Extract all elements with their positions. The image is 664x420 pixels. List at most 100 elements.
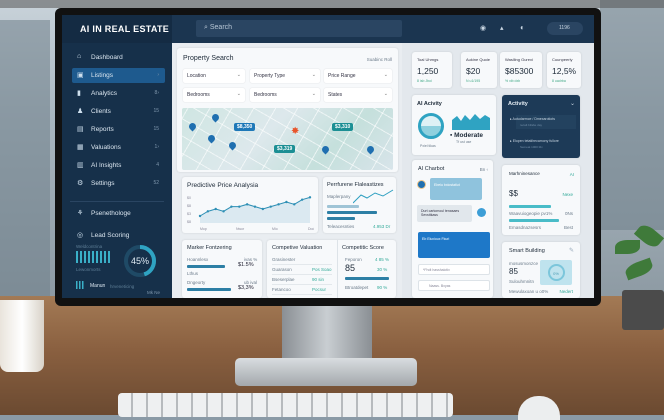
filter-dropdown[interactable]: Property Type ⌄ [250, 69, 320, 83]
sidebar-item-settings[interactable]: ⚙ Settings 52 [72, 176, 165, 191]
performance-card: Perrfurene Flaleastizes Maplerpany Telea… [323, 177, 396, 233]
notification-icon[interactable]: ◉ [480, 25, 487, 32]
sidebar-item-lead-scoring[interactable]: ◎ Lead Scoring [72, 228, 165, 243]
footer-meta: Mk Ne [147, 290, 161, 295]
user-badge[interactable]: 1196 [547, 22, 583, 35]
valuation-row-value: Pos Soao [312, 267, 332, 272]
row-label: Hoannlesx [187, 257, 209, 262]
y-tick-label: $3 [187, 212, 191, 216]
edit-icon[interactable]: ✎ [568, 248, 574, 254]
activity-item[interactable]: ▸ Autudarmce / Dmexarotiots [510, 117, 555, 121]
stat-label: Aukine Quoie [466, 57, 491, 62]
insurance-value: $$ [509, 189, 518, 198]
filter-dropdown[interactable]: States ⌄ [324, 88, 392, 102]
nav-label: Settings [91, 180, 115, 187]
price-point [198, 214, 202, 218]
valuation-row-label: Guarason [272, 267, 292, 272]
price-point [214, 207, 217, 211]
dashboard-screen: AI IN REAL ESTATE ⌂ Dashboard ▣ Listings › ▮ A… [62, 15, 594, 298]
activity-item-text: Autudarmce / Dmexarotiots [512, 117, 555, 121]
building-value: 85 [509, 267, 518, 276]
filter-dropdown[interactable]: Bedrooms ⌄ [183, 88, 245, 102]
stat-sub: % xib dxb [505, 79, 521, 83]
search-icon: ⌕ [204, 24, 210, 31]
chevron-down-icon: ⌄ [311, 91, 316, 97]
bell-icon[interactable]: ▴ [500, 25, 504, 32]
sort-dropdown[interactable]: Suabinc Roll [366, 57, 392, 62]
sidebar-item-psychology[interactable]: ⚘ Psenethologe [72, 206, 165, 221]
filter-label: States [328, 92, 343, 98]
footer-sub: hrveneticing [110, 284, 135, 289]
label: Psenethologe [91, 210, 131, 217]
stat-label: Waslling Gurexi [505, 57, 533, 62]
x-tick-label: Dod [308, 227, 314, 231]
sidebar-item-analytics[interactable]: ▮ Analytics 8› [72, 86, 165, 101]
smart-building-card: Smart Building ✎ mosusmonzce 85 Sulouhmn… [502, 242, 580, 298]
filter-dropdown[interactable]: Bedrooms ⌄ [250, 88, 320, 102]
user-icon: ♟ [77, 108, 84, 115]
top-bar: ⌕ Search ◉ ▴ ◐ 1196 [172, 15, 594, 43]
filter-label: Price Range [328, 73, 356, 79]
activity-sub2: Tf ust use [456, 140, 472, 144]
nav-count: 15 [153, 126, 159, 132]
price-point [277, 203, 280, 206]
price-point [308, 196, 312, 199]
filter-label: Bedrooms [254, 92, 277, 98]
sidebar-item-dashboard[interactable]: ⌂ Dashboard [72, 50, 165, 65]
chevron-down-icon[interactable]: ⌄ [569, 101, 575, 107]
score-value: 85 [345, 263, 356, 273]
valuation-row-label: Bseserplae [272, 277, 295, 282]
price-tag[interactable]: $3,310 [332, 123, 354, 131]
activity-item[interactable]: ▸ Elopen tetatihecamony fullore [510, 139, 559, 143]
price-point [222, 210, 225, 213]
building-sub: Sulouhmnitn [509, 279, 535, 284]
chevron-down-icon: ⌄ [311, 72, 316, 78]
price-tag[interactable]: $8,350 [234, 123, 256, 131]
activity-area-chart [452, 114, 490, 130]
valuation-row-value: Pocsur [312, 287, 327, 292]
filter-dropdown[interactable]: Price Range ⌄ [324, 69, 392, 83]
y-tick-label: $8 [187, 204, 191, 208]
valuation-row-value: 90 sin [312, 277, 325, 282]
chat-message: Durt cartomoul tenasaes Sevsttkass [417, 205, 472, 222]
property-map[interactable]: ✸ $8,350 $3,310 $3,319 [182, 108, 393, 170]
nav-label: Valuations [91, 144, 121, 151]
chat-select[interactable]: Naass. Bxyas [418, 280, 490, 291]
stat-sub: 8 uadrba [552, 79, 566, 83]
chatbot-menu[interactable]: Bn ‹ [479, 167, 488, 172]
sidebar-item-valuations[interactable]: ▦ Valuations 1› [72, 140, 165, 155]
stat-card: Cuunpeerly 12,5% 8 uadrba [547, 52, 581, 88]
competitive-score-title: Competitic Score [342, 245, 384, 251]
bar-chart-icon: ▮ [77, 90, 81, 97]
sidebar-item-listings[interactable]: ▣ Listings › [72, 68, 165, 83]
sidebar-item-reports[interactable]: ▤ Reports 15 [72, 122, 165, 137]
row-big: $1.5% [238, 262, 254, 268]
price-point [269, 205, 272, 208]
search-input[interactable]: ⌕ Search [196, 20, 402, 37]
nav-label: Dashboard [91, 54, 123, 61]
nav-label: Listings [91, 72, 114, 79]
price-point [285, 200, 288, 204]
insurance-row: Waavuiogeopie pv1% [509, 211, 553, 216]
competitive-valuation-card: Competive Valuation Grasinester Guarason P… [267, 240, 396, 298]
price-point [253, 205, 257, 208]
profile-icon[interactable]: ◐ [520, 23, 525, 32]
activity-sub1: Pxiel tikas [420, 144, 436, 148]
nav-count: 4 [156, 162, 159, 168]
label: Lead Scoring [91, 232, 130, 239]
gear-icon: ⚙ [77, 180, 84, 187]
chat-input[interactable]: *Fhdt hasshaiotiv [418, 264, 490, 275]
card-title: AI Acivity [417, 101, 442, 107]
activity-gauge [418, 113, 444, 139]
target-star-icon: ✸ [291, 126, 300, 137]
gauge-text: 0% [547, 264, 565, 281]
plant [622, 290, 664, 330]
y-tick-label: $8 [187, 220, 191, 224]
filter-dropdown[interactable]: Location ⌄ [183, 69, 245, 83]
chat-message: Ebeiu bxiostatiut [430, 178, 482, 200]
sidebar-item-clients[interactable]: ♟ Clients 15 [72, 104, 165, 119]
activity-sub: Semeat 1000 fdx [520, 145, 543, 149]
sidebar-item-ai-insights[interactable]: ▥ AI Insights 4 [72, 158, 165, 173]
price-tag[interactable]: $3,319 [274, 145, 296, 153]
row-mid: Lthus [187, 271, 199, 276]
